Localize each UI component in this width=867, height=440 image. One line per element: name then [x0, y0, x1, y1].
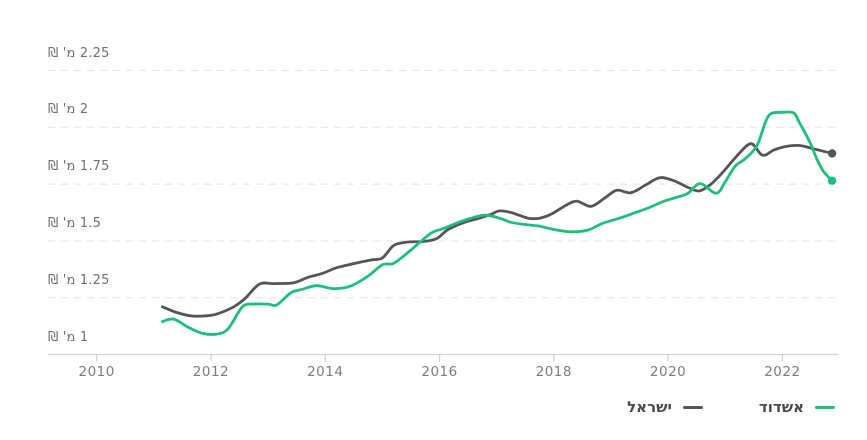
series-endpoint-dot-israel[interactable] — [827, 149, 837, 158]
series-line-israel[interactable] — [161, 142, 834, 318]
legend-dash-ashdod — [815, 405, 835, 409]
legend-dash-israel — [682, 405, 703, 409]
y-axis-label-1.75: 1.75 מ' ₪ — [48, 159, 110, 175]
x-axis-label-2010: 2010 — [78, 364, 115, 380]
y-axis-label-1: 1 מ' ₪ — [48, 329, 89, 345]
series-endpoint-dot-ashdod[interactable] — [827, 176, 837, 185]
legend-item-ashdod[interactable]: אשדוד — [759, 398, 835, 416]
chart-canvas[interactable] — [0, 0, 867, 395]
x-axis-label-2018: 2018 — [535, 364, 572, 380]
legend-label-ashdod: אשדוד — [758, 398, 804, 416]
x-axis-label-2020: 2020 — [649, 364, 687, 380]
x-axis-label-2014: 2014 — [307, 364, 344, 380]
y-axis-label-2: 2 מ' ₪ — [48, 102, 89, 118]
x-axis-label-2022: 2022 — [764, 364, 801, 380]
legend-item-israel[interactable]: ישראל — [627, 398, 703, 416]
chart-legend: אשדוד ישראל — [627, 398, 835, 416]
x-axis-label-2016: 2016 — [421, 364, 458, 380]
legend-label-israel: ישראל — [627, 398, 672, 416]
y-axis-label-1.5: 1.5 מ' ₪ — [48, 215, 102, 231]
y-axis-label-1.25: 1.25 מ' ₪ — [48, 272, 110, 288]
y-axis-label-2.25: 2.25 מ' ₪ — [48, 45, 110, 61]
series-line-ashdod[interactable] — [161, 110, 834, 336]
x-axis-label-2012: 2012 — [192, 364, 230, 380]
